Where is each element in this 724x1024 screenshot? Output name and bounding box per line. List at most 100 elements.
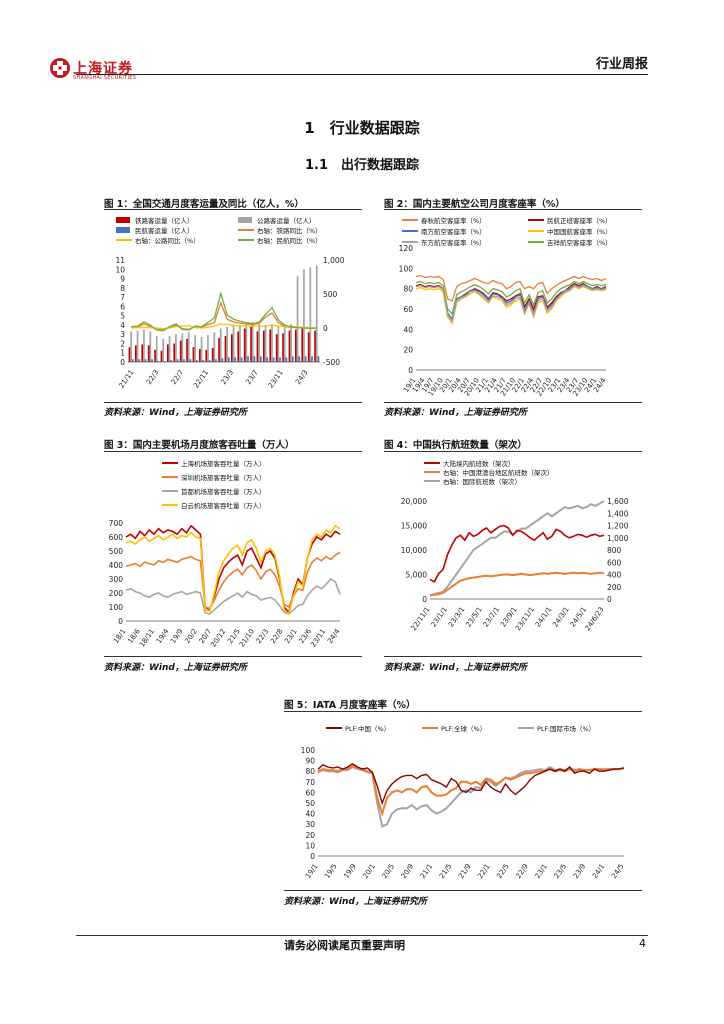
figure-3-chart: 上海机场旅客吞吐量（万人） 深圳机场旅客吞吐量（万人） 首都机场旅客吞吐量（万人） 白… <box>109 459 342 649</box>
fig1-legend-1: 公路客运量（亿人） <box>257 216 316 225</box>
fig3-x-tick-14: 23/11 <box>309 628 327 649</box>
fig5-x-tick-3: 20/1 <box>361 863 377 880</box>
fig1-bar-s0-28 <box>307 332 310 362</box>
fig1-x-tick-5: 23/7 <box>244 369 260 386</box>
fig1-bar-s0-12 <box>205 349 208 362</box>
fig3-y-tick-3: 400 <box>109 561 124 570</box>
fig1-bar-s2-8 <box>183 359 185 362</box>
figure-4-rule-bottom <box>384 656 642 657</box>
fig4-line-s0 <box>429 524 605 583</box>
fig1-bar-s1-12 <box>207 335 209 362</box>
fig3-y-tick-6: 100 <box>109 603 124 612</box>
fig4-y-tick-2: 10,000 <box>401 546 427 555</box>
fig1-y2-tick-2: 0 <box>323 324 328 333</box>
fig2-y-tick-3: 60 <box>403 305 413 314</box>
fig2-y-tick-0: 120 <box>399 244 414 253</box>
fig1-bar-s2-17 <box>240 357 243 362</box>
fig4-y-tick-4: 0 <box>422 595 427 604</box>
fig1-y2-tick-3: -500 <box>323 358 340 367</box>
fig1-bar-s2-5 <box>164 361 166 362</box>
figure-2-title: 图 2：国内主要航空公司月度客座率（%） <box>384 199 565 210</box>
fig1-y-tick-7: 4 <box>120 321 125 330</box>
fig2-line-s5 <box>415 280 607 316</box>
fig5-legend-1: PLF:全球（%） <box>441 724 486 733</box>
fig4-legend-0: 大陆境内航班数（架次） <box>443 459 515 468</box>
figure-2-chart: 春秋航空客座率（%） 民航正班客座率（%） 南方航空客座率（%） 中国国航客座率（%）… <box>399 216 612 398</box>
fig5-line-s2 <box>317 765 625 828</box>
fig5-y-tick-5: 50 <box>305 799 315 808</box>
logo-icon <box>50 58 70 78</box>
fig1-bar-s2-14 <box>221 358 224 362</box>
fig1-bar-s0-8 <box>179 340 182 362</box>
logo-subtext: SHANGHAI SECURITIES <box>73 75 137 81</box>
fig1-bar-s0-0 <box>128 347 131 362</box>
fig5-x-tick-0: 19/1 <box>304 863 320 880</box>
fig5-legend-0: PLF:中国（%） <box>345 724 390 733</box>
fig1-y-tick-8: 3 <box>120 330 125 339</box>
fig5-x-tick-12: 23/1 <box>534 863 550 880</box>
fig5-y-tick-4: 60 <box>305 788 315 797</box>
fig1-bar-s2-11 <box>202 360 205 362</box>
fig1-bar-s2-25 <box>292 356 294 362</box>
fig1-bar-s1-26 <box>296 275 299 362</box>
fig1-x-tick-4: 23/3 <box>219 369 235 386</box>
fig3-x-tick-5: 20/2 <box>183 628 199 645</box>
fig3-y-tick-2: 500 <box>109 547 124 556</box>
fig1-bar-s1-4 <box>155 336 158 362</box>
fig1-bar-s2-24 <box>285 357 288 362</box>
fig3-legend-3: 白云机场旅客吞吐量（万人） <box>181 501 266 510</box>
fig1-bar-s1-9 <box>187 332 190 362</box>
fig1-bar-s2-7 <box>176 359 179 362</box>
fig1-bar-s1-25 <box>290 324 292 362</box>
fig1-y-tick-1: 10 <box>115 265 125 274</box>
fig1-bar-s1-1 <box>136 330 139 362</box>
figure-1-source: 资料来源：Wind，上海证券研究所 <box>104 408 247 418</box>
fig1-bar-s0-27 <box>301 328 304 362</box>
fig1-bar-s2-0 <box>132 359 134 362</box>
figure-4-rule-top <box>384 451 642 452</box>
fig1-bar-s2-10 <box>196 360 198 362</box>
fig1-legend-2-swatch <box>116 227 130 233</box>
fig3-x-tick-0: 18/1 <box>112 628 128 645</box>
fig5-line-s1 <box>317 764 625 817</box>
fig1-bar-s1-22 <box>271 324 273 362</box>
fig1-bar-s2-13 <box>215 359 217 362</box>
fig1-bar-s1-3 <box>149 331 152 362</box>
fig4-y2-tick-8: 0 <box>607 595 612 604</box>
fig1-bar-s0-3 <box>147 345 150 362</box>
page-number: 4 <box>639 937 646 950</box>
fig5-x-tick-1: 19/5 <box>323 863 339 880</box>
fig1-bar-s1-24 <box>283 324 286 362</box>
fig4-y2-tick-7: 200 <box>607 583 622 592</box>
fig1-bar-s2-12 <box>208 360 211 362</box>
fig5-y-tick-0: 100 <box>301 746 316 755</box>
fig1-bar-s2-3 <box>151 359 153 362</box>
fig1-bar-s0-15 <box>224 336 227 362</box>
fig1-x-tick-3: 22/11 <box>192 369 210 390</box>
fig1-bar-s0-14 <box>218 337 220 362</box>
figure-1-title: 图 1：全国交通月度客运量及同比（亿人，%） <box>104 199 304 210</box>
fig1-bar-s2-20 <box>260 356 262 362</box>
subsection-heading: 1.1 出行数据跟踪 <box>304 158 420 173</box>
fig1-y-tick-9: 2 <box>120 339 125 348</box>
fig3-legend-2: 首都机场旅客吞吐量（万人） <box>181 487 266 496</box>
fig1-bar-s0-29 <box>314 330 316 362</box>
fig1-bar-s0-9 <box>186 338 188 362</box>
fig1-y2-tick-0: 1,000 <box>323 256 345 265</box>
fig1-bar-s0-5 <box>160 350 163 362</box>
fig3-x-tick-4: 19/9 <box>169 628 185 645</box>
fig1-bar-s1-29 <box>315 265 318 362</box>
fig1-bar-s1-17 <box>239 324 241 362</box>
section-heading: 1 行业数据跟踪 <box>304 119 420 137</box>
fig1-legend-3: 右轴：铁路同比（%） <box>257 226 322 235</box>
fig4-legend-2: 右轴：国际航班数（架次） <box>443 477 521 486</box>
fig3-x-tick-12: 23/1 <box>283 628 299 645</box>
fig2-legend-5: 吉祥航空客座率（%） <box>547 238 612 247</box>
fig3-x-tick-7: 20/12 <box>209 628 227 649</box>
fig1-y-tick-5: 6 <box>120 302 125 311</box>
fig1-bar-s1-19 <box>251 322 254 362</box>
fig2-y-tick-1: 100 <box>399 264 414 273</box>
fig4-x-tick-2: 23/3/1 <box>447 606 466 629</box>
fig2-y-tick-5: 20 <box>403 346 413 355</box>
fig1-bar-s2-29 <box>317 356 320 362</box>
